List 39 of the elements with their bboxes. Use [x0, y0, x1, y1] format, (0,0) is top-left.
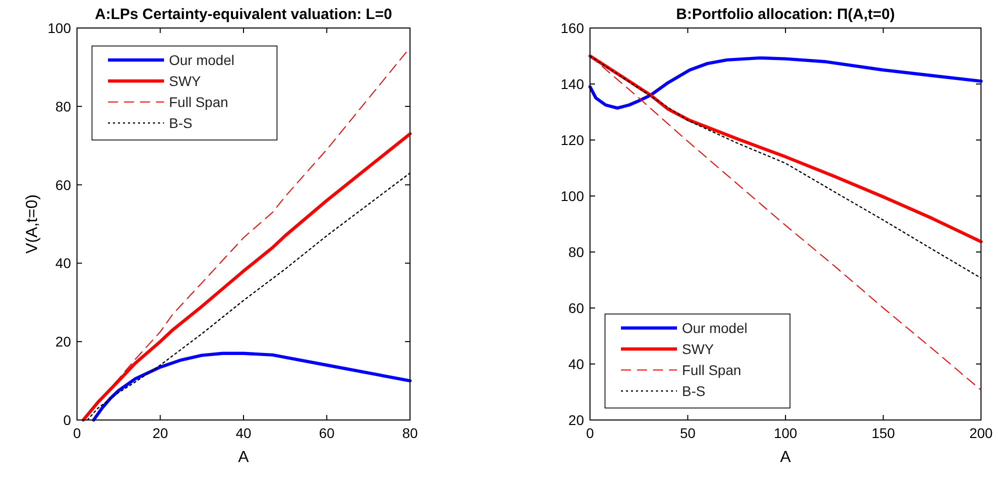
- x-tick-label: 60: [318, 425, 335, 441]
- legend-label: B-S: [682, 383, 706, 399]
- y-tick-label: 120: [560, 132, 584, 148]
- y-tick-label: 20: [55, 334, 72, 350]
- legend-label: SWY: [169, 73, 202, 89]
- y-tick-label: 80: [55, 98, 72, 114]
- legend-label: Full Span: [682, 362, 742, 378]
- legend-label: Our model: [169, 52, 234, 68]
- line-series: [588, 56, 983, 110]
- y-tick-label: 20: [568, 412, 584, 428]
- legend-label: Full Span: [169, 94, 228, 110]
- x-tick-label: 0: [586, 425, 594, 441]
- x-axis-title: A: [780, 449, 792, 466]
- y-tick-label: 60: [568, 300, 584, 316]
- x-tick-label: 20: [152, 425, 168, 441]
- y-tick-label: 80: [568, 244, 584, 260]
- y-tick-label: 100: [48, 20, 72, 36]
- legend-label: Our model: [682, 320, 748, 336]
- y-tick-label: 0: [63, 412, 72, 428]
- y-tick-label: 40: [568, 356, 584, 372]
- x-tick-label: 150: [872, 425, 896, 441]
- legend-label: SWY: [682, 341, 715, 357]
- x-tick-label: 40: [236, 425, 252, 441]
- line-series: [92, 352, 412, 422]
- y-tick-label: 140: [560, 76, 584, 92]
- y-tick-label: 160: [560, 20, 584, 36]
- x-axis-title: A: [238, 449, 250, 466]
- x-tick-label: 100: [774, 425, 798, 441]
- x-tick-label: 200: [969, 425, 993, 441]
- chart-title: A:LPs Certainty-equivalent valuation: L=0: [94, 6, 392, 23]
- y-tick-label: 60: [55, 176, 72, 193]
- chart-title: B:Portfolio allocation: Π(A,t=0): [676, 6, 895, 23]
- x-tick-label: 80: [402, 425, 418, 441]
- y-tick-label: 100: [560, 188, 584, 204]
- x-tick-label: 50: [680, 425, 696, 441]
- legend-label: B-S: [169, 115, 192, 131]
- y-tick-label: 40: [55, 255, 72, 272]
- y-axis-title: V(A,t=0): [24, 194, 41, 254]
- x-tick-label: 0: [73, 425, 82, 441]
